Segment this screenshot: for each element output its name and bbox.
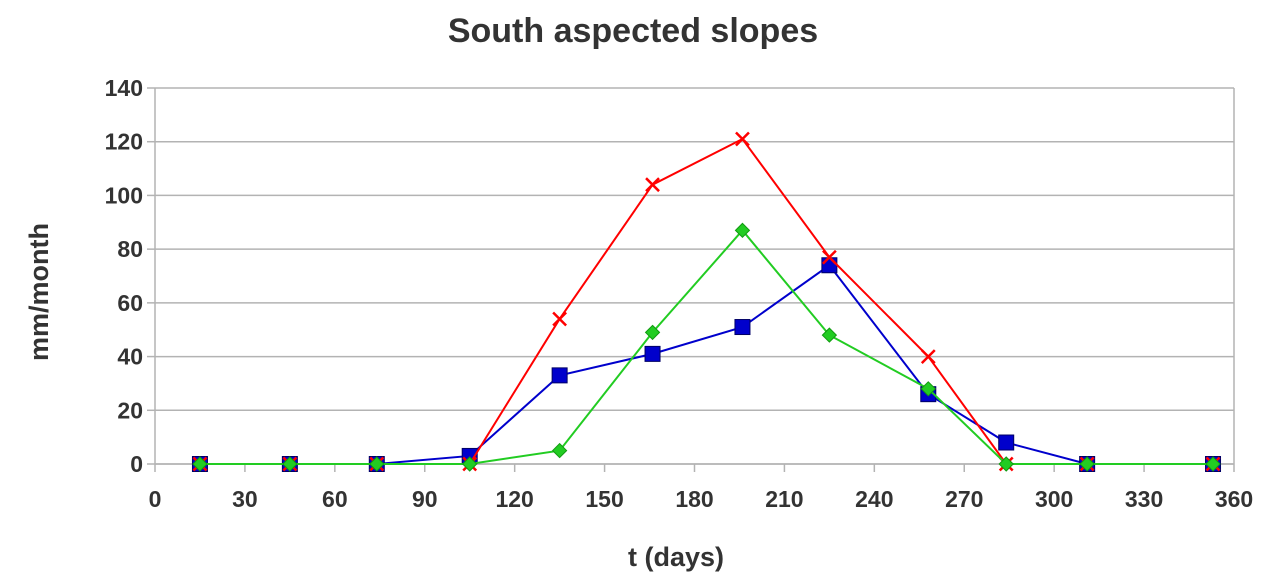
- x-tick-label-90: 90: [412, 486, 438, 512]
- series-3-point-5: [551, 442, 568, 459]
- series-2-line: [199, 137, 1214, 465]
- y-tick-label-140: 140: [105, 75, 143, 101]
- x-axis-label: t (days): [628, 542, 724, 572]
- series-2: [192, 131, 1221, 472]
- series-3-point-9: [920, 381, 936, 397]
- x-tick-label-150: 150: [585, 486, 623, 512]
- series-3-point-8: [821, 327, 838, 343]
- y-tick-label-0: 0: [130, 451, 143, 477]
- x-tick-label-270: 270: [945, 486, 983, 512]
- series-3-point-1: [192, 456, 208, 472]
- series-3-line: [199, 228, 1214, 465]
- series-3-point-4: [462, 456, 478, 472]
- y-tick-label-20: 20: [117, 397, 143, 423]
- x-tick-label-240: 240: [855, 486, 893, 512]
- series-1-point-5: [551, 367, 568, 384]
- x-tick-label-60: 60: [322, 486, 348, 512]
- x-tick-label-120: 120: [495, 486, 533, 512]
- series-1-point-10: [998, 434, 1015, 451]
- x-tick-label-210: 210: [765, 486, 803, 512]
- y-axis-label: mm/month: [24, 223, 54, 361]
- series-1-line: [199, 263, 1214, 465]
- series-3-point-12: [1205, 456, 1221, 472]
- y-tick-label-120: 120: [105, 129, 143, 155]
- x-tick-label-300: 300: [1035, 486, 1073, 512]
- series-3: [192, 222, 1221, 472]
- series-2-point-7: [735, 131, 750, 147]
- grid: [147, 87, 1235, 472]
- y-tick-label-80: 80: [117, 236, 143, 262]
- series-3-point-2: [282, 456, 298, 472]
- y-tick-label-40: 40: [117, 344, 143, 370]
- series-3-point-11: [1079, 456, 1095, 472]
- series-1-point-7: [734, 319, 751, 336]
- series: [191, 131, 1222, 472]
- series-3-point-10: [998, 456, 1014, 472]
- series-2-point-9: [920, 349, 936, 364]
- series-1: [191, 257, 1222, 472]
- series-3-point-6: [644, 324, 661, 341]
- series-1-point-6: [644, 345, 661, 362]
- x-tick-label-30: 30: [232, 486, 258, 512]
- series-3-point-3: [369, 456, 385, 472]
- x-tick-label-0: 0: [149, 486, 162, 512]
- series-2-point-8: [821, 249, 837, 265]
- series-3-point-7: [734, 222, 751, 239]
- tick-labels: 0 20 40 60 80 100 120 140 0 30 60 90 120 150 180 210 240…: [105, 75, 1254, 512]
- chart-title: South aspected slopes: [448, 12, 818, 50]
- x-tick-label-180: 180: [675, 486, 713, 512]
- series-2-point-6: [645, 177, 660, 193]
- y-tick-label-60: 60: [117, 290, 143, 316]
- series-2-point-5: [552, 311, 568, 327]
- series-1-point-8: [821, 257, 838, 274]
- x-tick-label-360: 360: [1215, 486, 1253, 512]
- x-tick-label-330: 330: [1125, 486, 1163, 512]
- y-tick-label-100: 100: [105, 182, 143, 208]
